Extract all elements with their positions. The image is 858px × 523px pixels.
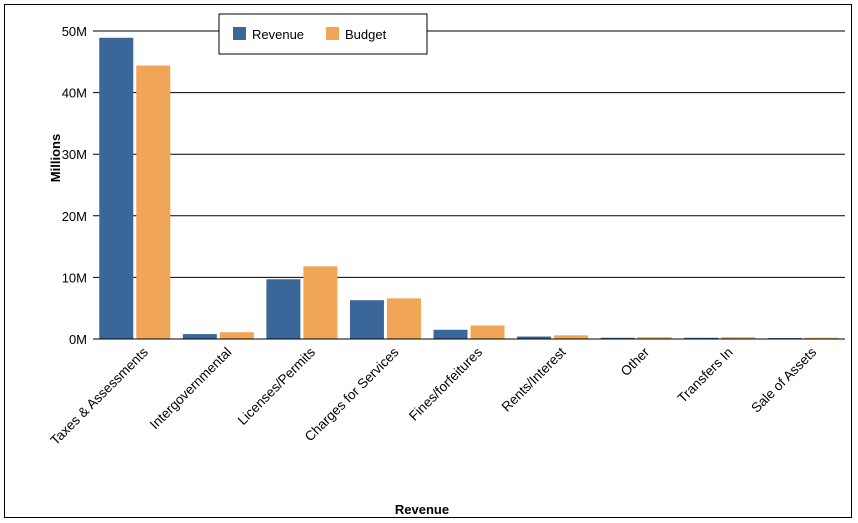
x-tick-label: Rents/Interest [499,344,569,414]
bar-budget [386,298,421,339]
y-tick-labels: 0M 10M 20M 30M 40M 50M [62,24,87,347]
x-tick-label: Sale of Assets [748,344,819,415]
x-tick-label: Charges for Services [302,344,402,444]
x-tick-label: Fines/forfeitures [406,344,485,423]
bar-revenue [684,337,719,339]
bar-revenue [99,37,134,339]
bar-budget [554,335,589,339]
x-tick-label: Transfers In [675,345,736,406]
bar-budget [721,337,756,339]
legend-swatch-revenue [233,27,246,40]
bar-revenue [349,300,384,339]
legend-label-revenue: Revenue [252,27,304,42]
bar-budget [219,332,254,339]
y-tick-label: 10M [62,270,87,285]
x-tick-label: Intergovernmental [147,345,235,433]
bar-budget [804,337,839,339]
gridlines [93,30,845,278]
legend-label-budget: Budget [345,27,387,42]
x-tick-label: Licenses/Permits [235,344,318,427]
y-axis-title: Millions [48,134,63,182]
bars [99,37,839,339]
x-tick-label: Taxes & Assessments [47,344,151,448]
y-tick-label: 30M [62,147,87,162]
bar-revenue [182,334,217,339]
legend: Revenue Budget [218,13,428,55]
y-tick-label: 50M [62,24,87,39]
bar-revenue [266,279,301,339]
bar-budget [136,65,171,339]
y-tick-label: 40M [62,86,87,101]
bar-budget [470,325,505,339]
bar-budget [637,337,672,339]
y-tick-label: 20M [62,209,87,224]
bar-revenue [433,329,468,339]
legend-swatch-budget [326,27,339,40]
x-axis-title: Revenue [395,502,449,517]
bar-budget [303,266,338,339]
bar-revenue [600,337,635,339]
legend-box [218,13,428,55]
bar-revenue [517,336,552,339]
x-tick-label: Other [618,344,653,379]
y-tick-label: 0M [69,332,87,347]
